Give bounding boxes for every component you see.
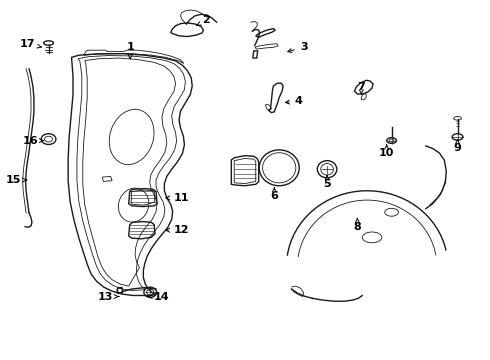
Text: 8: 8 (353, 219, 361, 231)
Text: 15: 15 (5, 175, 26, 185)
Text: 16: 16 (22, 136, 44, 145)
Text: 14: 14 (148, 292, 170, 302)
Text: 2: 2 (196, 15, 210, 26)
Text: 5: 5 (323, 175, 331, 189)
Text: 7: 7 (357, 82, 365, 95)
Text: 6: 6 (270, 188, 278, 201)
Text: 3: 3 (288, 42, 307, 53)
Text: 13: 13 (98, 292, 119, 302)
Text: 10: 10 (379, 145, 394, 158)
Text: 12: 12 (166, 225, 189, 235)
Text: 11: 11 (166, 193, 189, 203)
Text: 4: 4 (286, 96, 303, 106)
Text: 1: 1 (126, 42, 134, 59)
Text: 17: 17 (20, 39, 41, 49)
Text: 9: 9 (454, 140, 462, 153)
